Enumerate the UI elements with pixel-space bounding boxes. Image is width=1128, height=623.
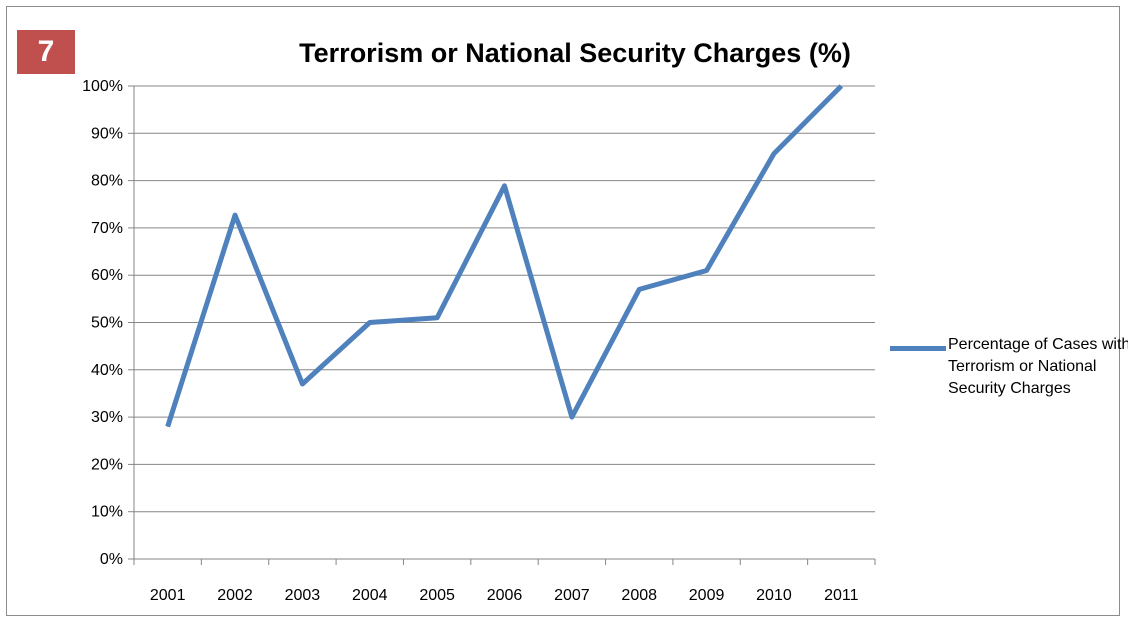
- data-point: [706, 269, 708, 271]
- x-axis: [133, 86, 876, 565]
- x-tick-label: 2004: [352, 587, 388, 604]
- data-point: [571, 416, 573, 418]
- y-tick-label: 10%: [91, 504, 123, 521]
- y-tick-label: 100%: [82, 78, 123, 95]
- y-tick-label: 30%: [91, 409, 123, 426]
- x-tick-label: 2006: [487, 587, 523, 604]
- data-point: [167, 426, 169, 428]
- x-tick-label: 2007: [554, 587, 590, 604]
- y-tick-label: 80%: [91, 173, 123, 190]
- data-point: [436, 317, 438, 319]
- y-tick-label: 60%: [91, 267, 123, 284]
- x-axis-tick-labels: 2001 2002 2003 2004 2005 2006 2007 2008 2009 2010…: [150, 587, 859, 604]
- data-point: [504, 185, 505, 187]
- y-tick-label: 0%: [100, 551, 123, 568]
- y-tick-label: 40%: [91, 362, 123, 379]
- x-tick-label: 2008: [621, 587, 657, 604]
- series-lines: [165, 84, 844, 428]
- data-point: [301, 383, 303, 385]
- data-point: [773, 153, 775, 155]
- slide-number-badge: 7: [17, 30, 75, 74]
- data-point: [638, 288, 640, 290]
- x-tick-label: 2010: [756, 587, 792, 604]
- data-point: [234, 214, 236, 216]
- y-tick-label: 90%: [91, 125, 123, 142]
- legend-swatch: [890, 346, 946, 351]
- y-tick-label: 20%: [91, 456, 123, 473]
- x-tick-label: 2005: [419, 587, 455, 604]
- chart-frame: [6, 6, 1120, 616]
- data-point: [840, 85, 842, 87]
- x-tick-label: 2001: [150, 587, 186, 604]
- y-tick-label: 50%: [91, 315, 123, 332]
- x-tick-label: 2003: [285, 587, 321, 604]
- y-tick-label: 70%: [91, 220, 123, 237]
- x-tick-label: 2011: [824, 587, 859, 604]
- y-axis-tick-labels: 0% 10% 20% 30% 40% 50% 60% 70% 80% 90% 100%: [82, 78, 123, 568]
- chart-title: Terrorism or National Security Charges (…: [299, 38, 851, 68]
- legend-label: Percentage of Cases with Terrorism or Na…: [948, 336, 1128, 397]
- x-tick-label: 2009: [689, 587, 725, 604]
- gridlines: [128, 85, 875, 560]
- series-line: [165, 84, 844, 428]
- x-tick-label: 2002: [217, 587, 253, 604]
- data-point: [369, 322, 371, 323]
